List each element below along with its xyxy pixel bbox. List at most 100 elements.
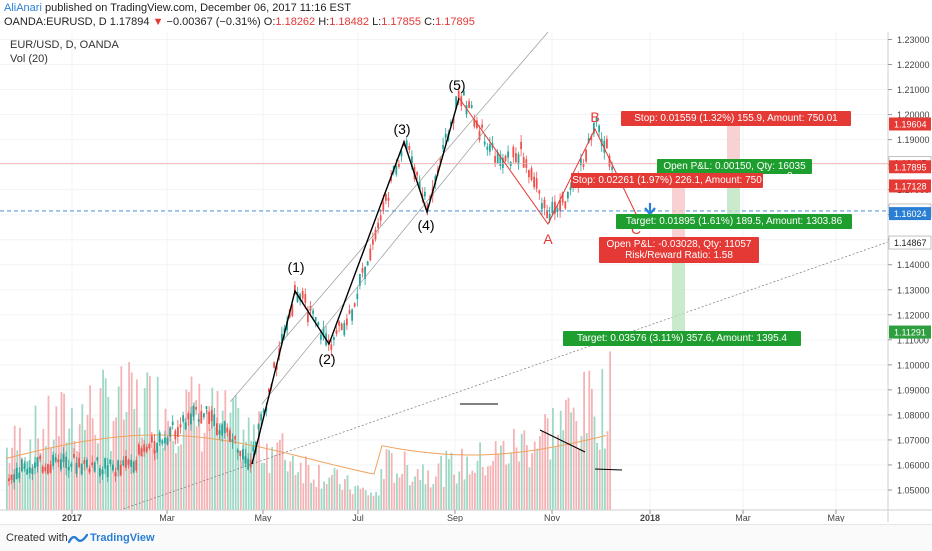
volume-bar [154,449,156,510]
volume-bar [297,472,299,510]
candle-body [512,146,515,158]
low-label: L: [372,16,382,28]
position-qty-fragment: 2 [787,171,793,182]
candle-body [473,119,476,127]
long-trend-line [119,241,889,511]
candle-body [229,430,231,442]
candle-body [364,266,366,279]
candle-body [567,191,569,199]
grid [0,32,888,510]
price-chart-svg[interactable]: (1)(2)(3)(4)(5)ABCStop: 0.01559 (1.32%) … [0,31,932,523]
volume-bar [216,391,219,510]
candle-body [504,155,507,161]
volume-bar [396,473,398,510]
volume-bar [572,407,575,510]
time-axis[interactable]: 2017 Mar May Jul Sep Nov 2018 Mar May [62,510,845,523]
volume-bar [367,495,370,510]
volume-bar [336,469,338,510]
candle-body [127,459,130,465]
x-tick-label: 2017 [62,513,82,522]
candle-body [226,427,229,433]
volume-indicator-label: Vol (20) [10,53,48,65]
volume-bar [510,453,513,510]
target-zone-2 [672,245,685,332]
volume-bar [461,448,463,510]
candle-body [564,201,567,209]
volume-bar [234,395,237,510]
x-tick-label: Sep [447,513,463,522]
candle-body [595,118,598,122]
candle-body [18,472,21,479]
created-with-text: Created with [6,532,68,544]
candle-body [39,455,41,460]
wave-label: (2) [318,351,335,367]
volume-bar [323,481,325,510]
volume-bar [435,476,437,510]
price-badge-text: 1.11291 [894,328,926,338]
price-axis[interactable]: 1.230001.220001.210001.200001.190001.180… [888,35,932,495]
volume-bar [76,451,78,510]
volume-bar [167,420,169,510]
volume-bar [320,488,323,510]
volume-bar [492,460,494,510]
volume-bar [606,431,609,510]
volume-bar [500,445,502,510]
volume-bar [604,448,606,510]
candle-body [517,154,520,165]
volume-bar [115,417,117,510]
volume-bar [458,471,461,510]
volume-bar [471,470,474,510]
position-1-stop-bg [621,111,851,126]
volume-bar [591,388,593,510]
candle-body [239,450,242,457]
volume-bar [203,432,206,510]
drawings[interactable]: (1)(2)(3)(4)(5)ABCStop: 0.01559 (1.32%) … [0,31,889,511]
volume-bar [302,483,305,510]
y-tick-label: 1.09000 [897,385,930,395]
candle-body [356,293,359,300]
volume-bar [102,369,104,510]
candle-body [96,457,99,461]
volume-bar [253,424,255,510]
candle-body [164,437,166,444]
candle-body [195,406,197,410]
volume-bar [401,473,403,510]
volume-bar [52,439,55,510]
candle-body [119,464,122,476]
candle-body [530,168,533,180]
candle-body [182,415,184,422]
candle-body [47,464,49,474]
volume-bar [221,410,224,510]
candle-body [122,460,125,466]
volume-bar [481,466,484,510]
candle-body [62,453,65,463]
position-2-target-bg [563,331,801,346]
volume-bar [341,489,344,510]
candle-body [442,144,444,149]
tradingview-brand[interactable]: TradingView [90,532,155,544]
candle-body [411,156,413,168]
volume-bar [94,434,97,510]
candle-body [463,90,465,96]
position-2-pnl-text: Open P&L: -0.03028, Qty: 11057 [607,239,752,250]
candle-body [83,460,86,464]
candle-body [15,467,18,480]
candle-body [70,463,73,467]
volume-bar [445,450,448,510]
volume-end-mark [594,468,623,471]
y-tick-label: 1.21000 [897,85,930,95]
candle-body [171,421,174,425]
chart-area[interactable]: (1)(2)(3)(4)(5)ABCStop: 0.01559 (1.32%) … [0,31,932,523]
volume-bar [466,456,468,510]
volume-bar [325,484,328,510]
volume-bar [487,466,489,510]
candle-body [179,424,182,428]
candle-body [465,105,468,115]
volume-bar [429,487,432,510]
volume-bar [19,427,21,510]
price-badge-bg [889,325,931,339]
volume-bar [117,386,120,510]
author-link[interactable]: AliAnari [4,2,42,14]
candle-body [10,475,13,481]
volume-bar [99,387,102,510]
